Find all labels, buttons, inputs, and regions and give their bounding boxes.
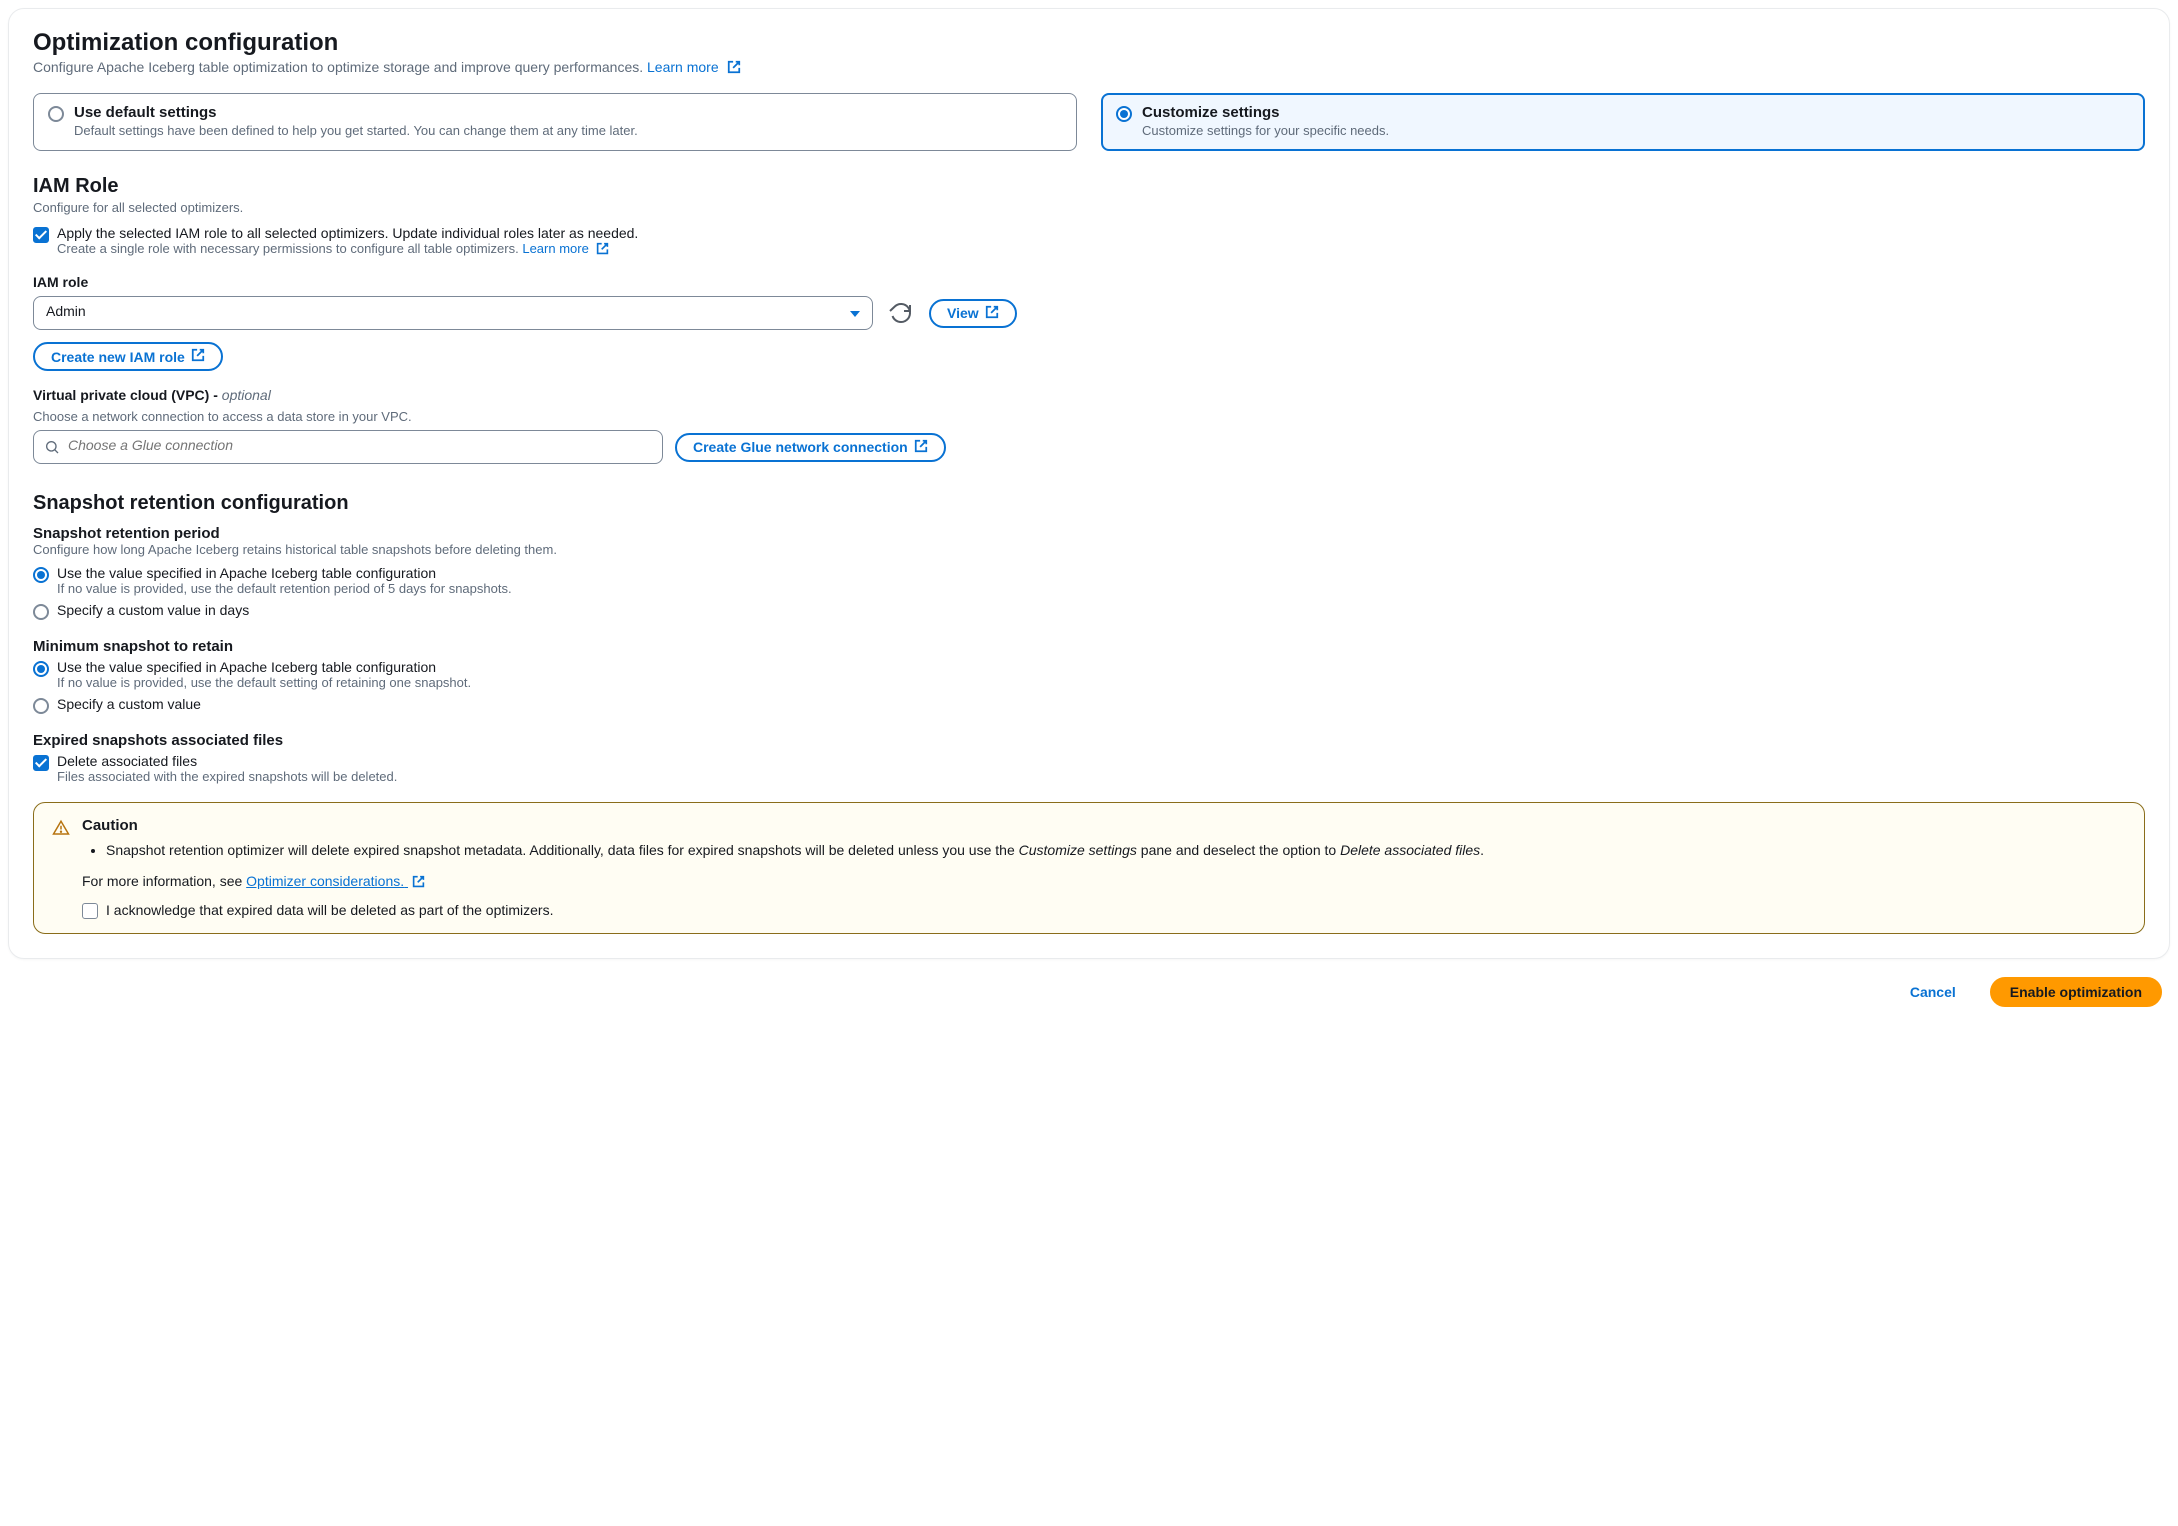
apply-all-sub: Create a single role with necessary perm… bbox=[57, 241, 638, 258]
tile-customize-desc: Customize settings for your specific nee… bbox=[1142, 123, 1389, 138]
external-link-icon bbox=[727, 60, 741, 77]
iam-role-subhead: Configure for all selected optimizers. bbox=[33, 200, 2145, 215]
page-title: Optimization configuration bbox=[33, 29, 2145, 57]
optimization-config-panel: Optimization configuration Configure Apa… bbox=[8, 8, 2170, 959]
tile-customize-title: Customize settings bbox=[1142, 104, 1389, 121]
radio-icon bbox=[33, 567, 49, 583]
learn-more-label: Learn more bbox=[647, 59, 719, 75]
vpc-row: Create Glue network connection bbox=[33, 430, 2145, 464]
caution-more-pre: For more information, see bbox=[82, 873, 246, 889]
apply-all-learn-more[interactable]: Learn more bbox=[522, 241, 609, 256]
apply-all-row: Apply the selected IAM role to all selec… bbox=[33, 225, 2145, 258]
caution-title: Caution bbox=[82, 817, 2126, 834]
caution-bullet: Snapshot retention optimizer will delete… bbox=[106, 840, 2126, 861]
ack-label: I acknowledge that expired data will be … bbox=[106, 902, 553, 918]
period-title: Snapshot retention period bbox=[33, 525, 2145, 542]
period-opt2-label: Specify a custom value in days bbox=[57, 602, 249, 618]
caution-em1: Customize settings bbox=[1019, 842, 1137, 858]
delete-files-sub: Files associated with the expired snapsh… bbox=[57, 769, 397, 784]
period-desc: Configure how long Apache Iceberg retain… bbox=[33, 542, 2145, 557]
external-link-icon bbox=[191, 348, 205, 365]
caution-alert: Caution Snapshot retention optimizer wil… bbox=[33, 802, 2145, 934]
minretain-opt1-label: Use the value specified in Apache Iceber… bbox=[57, 659, 471, 675]
tile-default-desc: Default settings have been defined to he… bbox=[74, 123, 638, 138]
delete-files-label: Delete associated files bbox=[57, 753, 397, 769]
delete-files-checkbox[interactable] bbox=[33, 755, 49, 771]
caution-more-link-label: Optimizer considerations. bbox=[246, 873, 404, 889]
period-opt1-label: Use the value specified in Apache Iceber… bbox=[57, 565, 512, 581]
external-link-icon bbox=[985, 305, 999, 322]
iam-role-select[interactable]: Admin bbox=[33, 296, 873, 330]
optimizer-considerations-link[interactable]: Optimizer considerations. bbox=[246, 873, 425, 889]
apply-all-learn-label: Learn more bbox=[522, 241, 588, 256]
cancel-button[interactable]: Cancel bbox=[1892, 977, 1974, 1007]
vpc-connection-input[interactable] bbox=[68, 437, 650, 453]
view-role-button[interactable]: View bbox=[929, 299, 1017, 328]
period-opt1-sub: If no value is provided, use the default… bbox=[57, 581, 512, 596]
create-glue-connection-button[interactable]: Create Glue network connection bbox=[675, 433, 946, 462]
external-link-icon bbox=[412, 875, 425, 891]
enable-optimization-button[interactable]: Enable optimization bbox=[1990, 977, 2162, 1007]
period-opt-custom[interactable]: Specify a custom value in days bbox=[33, 602, 2145, 620]
create-iam-role-button[interactable]: Create new IAM role bbox=[33, 342, 223, 371]
radio-default-icon bbox=[48, 106, 64, 122]
expired-files-group: Expired snapshots associated files Delet… bbox=[33, 732, 2145, 784]
iam-role-heading: IAM Role bbox=[33, 175, 2145, 198]
radio-customize-icon bbox=[1116, 106, 1132, 122]
vpc-desc: Choose a network connection to access a … bbox=[33, 409, 2145, 424]
snapshot-heading: Snapshot retention configuration bbox=[33, 492, 2145, 515]
external-link-icon bbox=[914, 439, 928, 456]
warning-icon bbox=[52, 819, 70, 840]
ack-checkbox[interactable] bbox=[82, 903, 98, 919]
ack-row: I acknowledge that expired data will be … bbox=[82, 901, 2126, 919]
external-link-icon bbox=[596, 242, 609, 258]
search-icon bbox=[44, 439, 60, 458]
view-label: View bbox=[947, 305, 979, 321]
cancel-label: Cancel bbox=[1910, 984, 1956, 1000]
vpc-label: Virtual private cloud (VPC) - optional bbox=[33, 387, 2145, 403]
footer-actions: Cancel Enable optimization bbox=[8, 959, 2170, 1013]
subtitle-text: Configure Apache Iceberg table optimizat… bbox=[33, 59, 643, 75]
caution-more-info: For more information, see Optimizer cons… bbox=[82, 873, 2126, 891]
iam-role-value: Admin bbox=[46, 303, 86, 319]
iam-role-field-label: IAM role bbox=[33, 274, 2145, 290]
tile-default-title: Use default settings bbox=[74, 104, 638, 121]
refresh-button[interactable] bbox=[885, 297, 917, 329]
vpc-connection-search[interactable] bbox=[33, 430, 663, 464]
minretain-opt-custom[interactable]: Specify a custom value bbox=[33, 696, 2145, 714]
vpc-label-text: Virtual private cloud (VPC) - bbox=[33, 387, 222, 403]
minretain-opt1-sub: If no value is provided, use the default… bbox=[57, 675, 471, 690]
create-conn-label: Create Glue network connection bbox=[693, 439, 908, 455]
tile-customize[interactable]: Customize settings Customize settings fo… bbox=[1101, 93, 2145, 151]
period-opt-default[interactable]: Use the value specified in Apache Iceber… bbox=[33, 565, 2145, 596]
delete-files-row: Delete associated files Files associated… bbox=[33, 753, 2145, 784]
settings-mode-tiles: Use default settings Default settings ha… bbox=[33, 93, 2145, 151]
radio-icon bbox=[33, 604, 49, 620]
vpc-optional: optional bbox=[222, 387, 271, 403]
caution-text-1: Snapshot retention optimizer will delete… bbox=[106, 842, 1019, 858]
expired-title: Expired snapshots associated files bbox=[33, 732, 2145, 749]
apply-all-sub-text: Create a single role with necessary perm… bbox=[57, 241, 519, 256]
min-retain-group: Minimum snapshot to retain Use the value… bbox=[33, 638, 2145, 714]
apply-all-checkbox[interactable] bbox=[33, 227, 49, 243]
learn-more-link[interactable]: Learn more bbox=[647, 59, 740, 75]
minretain-opt2-label: Specify a custom value bbox=[57, 696, 201, 712]
minretain-title: Minimum snapshot to retain bbox=[33, 638, 2145, 655]
caution-em2: Delete associated files bbox=[1340, 842, 1480, 858]
create-role-label: Create new IAM role bbox=[51, 349, 185, 365]
snapshot-period-group: Snapshot retention period Configure how … bbox=[33, 525, 2145, 620]
radio-icon bbox=[33, 661, 49, 677]
tile-use-default[interactable]: Use default settings Default settings ha… bbox=[33, 93, 1077, 151]
apply-all-label: Apply the selected IAM role to all selec… bbox=[57, 225, 638, 241]
caution-text-2: pane and deselect the option to bbox=[1137, 842, 1340, 858]
enable-label: Enable optimization bbox=[2010, 984, 2142, 1000]
iam-role-row: Admin View bbox=[33, 296, 2145, 330]
radio-icon bbox=[33, 698, 49, 714]
minretain-opt-default[interactable]: Use the value specified in Apache Iceber… bbox=[33, 659, 2145, 690]
page-subtitle: Configure Apache Iceberg table optimizat… bbox=[33, 59, 2145, 77]
caution-text-3: . bbox=[1480, 842, 1484, 858]
